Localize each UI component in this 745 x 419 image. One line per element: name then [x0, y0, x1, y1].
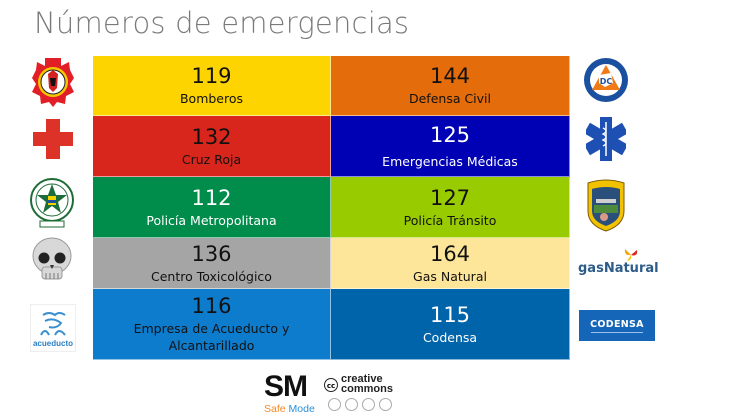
entry-policia-metropolitana: 112 Policía Metropolitana	[93, 177, 331, 238]
page-title: Números de emergencias	[34, 6, 410, 40]
entry-number: 132	[191, 124, 232, 149]
entry-number: 125	[429, 122, 471, 147]
entry-label: Empresa de Acueducto y Alcantarillado	[133, 321, 290, 353]
entry-label: Emergencias Médicas	[382, 153, 518, 169]
cc-nc-icon	[345, 398, 358, 411]
codensa-logo: CODENSA	[579, 310, 655, 341]
policia-transito-logo	[585, 178, 627, 234]
mode-text: Mode	[288, 403, 315, 415]
entry-label: Cruz Roja	[181, 151, 242, 167]
star-of-life-icon	[584, 114, 628, 164]
entry-codensa: 115 Codensa	[331, 289, 570, 360]
safe-mode-logo: SM Safe Mode	[264, 370, 320, 416]
entry-number: 115	[429, 302, 471, 327]
sm-text: SM	[264, 370, 308, 403]
codensa-underline	[591, 331, 643, 333]
entry-label: Bomberos	[179, 91, 244, 106]
cc-sa-icon	[379, 398, 392, 411]
entry-label: Centro Toxicológico	[151, 268, 272, 284]
cc-by-icon	[328, 398, 341, 411]
policia-logo	[30, 178, 74, 228]
defensa-civil-logo: DC	[583, 56, 629, 104]
gas-natural-logo: gasNatural	[578, 244, 659, 280]
cc-nd-icon	[362, 398, 375, 411]
codensa-text: CODENSA	[590, 318, 644, 330]
entry-acueducto: 116 Empresa de Acueducto y Alcantarillad…	[93, 289, 331, 360]
entry-number: 144	[429, 64, 471, 88]
entry-number: 112	[191, 185, 232, 210]
defensa-civil-text: DC	[600, 77, 613, 86]
entry-label: Defensa Civil	[408, 91, 492, 106]
entry-centro-toxicologico: 136 Centro Toxicológico	[93, 238, 331, 289]
acueducto-logo: acueducto	[30, 304, 76, 352]
entry-gas-natural: 164 Gas Natural	[331, 238, 570, 289]
red-cross-icon	[32, 117, 74, 161]
entry-label: Codensa	[422, 329, 478, 345]
entry-bomberos: 119 Bomberos	[93, 56, 331, 116]
entry-cruz-roja: 132 Cruz Roja	[93, 116, 331, 177]
entry-number: 116	[191, 294, 232, 318]
entry-number: 136	[191, 241, 232, 266]
safe-text: Safe	[264, 403, 286, 415]
butterfly-icon	[624, 249, 638, 261]
entry-label: Policía Metropolitana	[146, 212, 277, 228]
entry-emergencias-medicas: 125 Emergencias Médicas	[331, 116, 570, 177]
gas-natural-text: gasNatural	[578, 261, 659, 276]
cc-commons-text: commons	[341, 383, 393, 395]
entry-number: 127	[429, 185, 471, 210]
entry-defensa-civil: 144 Defensa Civil	[331, 56, 570, 116]
entry-policia-transito: 127 Policía Tránsito	[331, 177, 570, 238]
emergency-numbers-table: 119 Bomberos 144 Defensa Civil 132 Cruz …	[93, 56, 570, 360]
cc-creative-text: creative	[341, 373, 383, 385]
entry-number: 119	[191, 64, 232, 88]
skull-icon	[30, 236, 74, 284]
footer-logos: SM Safe Mode cc creative commons	[264, 370, 404, 416]
creative-commons-logo: cc creative commons	[324, 373, 404, 416]
cc-badge: cc	[324, 378, 338, 392]
bomberos-logo	[30, 56, 76, 108]
entry-label: Policía Tránsito	[403, 212, 497, 228]
entry-label: Gas Natural	[413, 268, 487, 284]
acueducto-text: acueducto	[32, 338, 73, 348]
entry-number: 164	[429, 241, 471, 266]
